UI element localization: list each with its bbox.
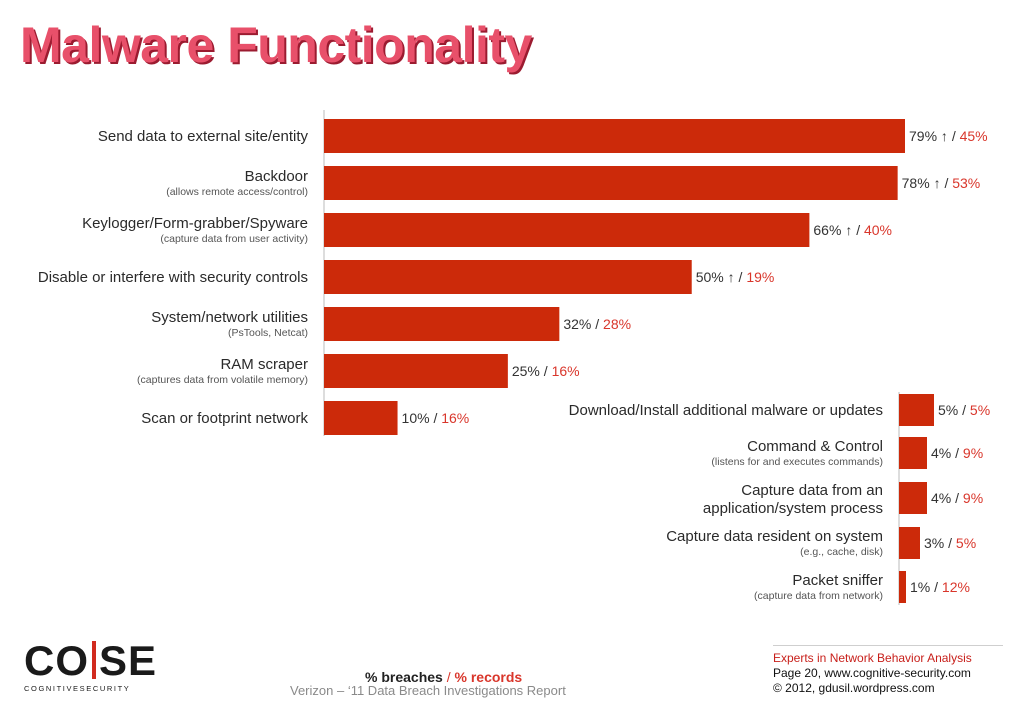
category-sublabel: (capture data from network)	[754, 590, 883, 602]
records-value: 5%	[970, 402, 990, 418]
bar	[899, 482, 927, 514]
breaches-value: 5%	[938, 402, 962, 418]
value-label: 79% ↑ / 45%	[909, 128, 988, 144]
value-label: 66% ↑ / 40%	[813, 222, 892, 238]
category-label: Scan or footprint network	[141, 410, 308, 427]
value-label: 3% / 5%	[924, 535, 976, 551]
value-label: 1% / 12%	[910, 579, 970, 595]
value-separator: /	[934, 579, 942, 595]
category-label: Download/Install additional malware or u…	[569, 402, 883, 419]
value-separator: /	[856, 222, 864, 238]
breaches-value: 79%	[909, 128, 941, 144]
chart-legend: % breaches / % records	[365, 669, 522, 685]
category-label: Backdoor	[245, 168, 308, 185]
value-label: 10% / 16%	[402, 410, 470, 426]
category-label: RAM scraper	[220, 356, 308, 373]
breaches-value: 25%	[512, 363, 544, 379]
footer-tagline: Experts in Network Behavior Analysis	[773, 651, 972, 665]
category-label: Capture data from an	[741, 482, 883, 499]
value-label: 5% / 5%	[938, 402, 990, 418]
legend-breaches: % breaches	[365, 669, 443, 685]
breaches-value: 3%	[924, 535, 948, 551]
value-separator: /	[952, 128, 960, 144]
value-separator: /	[433, 410, 441, 426]
value-separator: /	[955, 490, 963, 506]
bar	[899, 571, 906, 603]
records-value: 9%	[963, 490, 983, 506]
category-sublabel: (PsTools, Netcat)	[228, 327, 308, 339]
bar	[324, 166, 898, 200]
logo-tagline: COGNITIVESECURITY	[24, 684, 131, 693]
bar	[899, 437, 927, 469]
trend-marker: ↑	[934, 175, 945, 191]
value-separator: /	[962, 402, 970, 418]
records-value: 16%	[441, 410, 469, 426]
records-value: 5%	[956, 535, 976, 551]
value-label: 4% / 9%	[931, 490, 983, 506]
records-value: 45%	[960, 128, 988, 144]
breaches-value: 1%	[910, 579, 934, 595]
value-separator: /	[544, 363, 552, 379]
value-separator: /	[595, 316, 603, 332]
value-label: 32% / 28%	[563, 316, 631, 332]
bar	[899, 527, 920, 559]
category-sublabel: (e.g., cache, disk)	[800, 546, 883, 558]
records-value: 12%	[942, 579, 970, 595]
footer-copyright: © 2012, gdusil.wordpress.com	[773, 681, 935, 695]
legend-records: % records	[454, 669, 523, 685]
bar	[899, 394, 934, 426]
value-label: 78% ↑ / 53%	[902, 175, 981, 191]
breaches-value: 78%	[902, 175, 934, 191]
footer: Experts in Network Behavior Analysis Pag…	[773, 645, 1003, 696]
records-value: 9%	[963, 445, 983, 461]
trend-marker: ↑	[941, 128, 952, 144]
breaches-value: 4%	[931, 490, 955, 506]
breaches-value: 10%	[402, 410, 434, 426]
records-value: 53%	[952, 175, 980, 191]
category-label: Disable or interfere with security contr…	[38, 269, 308, 286]
value-label: 4% / 9%	[931, 445, 983, 461]
category-sublabel: (captures data from volatile memory)	[137, 374, 308, 386]
category-sublabel: (capture data from user activity)	[160, 233, 308, 245]
category-label: Keylogger/Form-grabber/Spyware	[82, 215, 308, 232]
value-separator: /	[739, 269, 747, 285]
bar	[324, 354, 508, 388]
category-sublabel: (allows remote access/control)	[166, 186, 308, 198]
value-separator: /	[955, 445, 963, 461]
breaches-value: 66%	[813, 222, 845, 238]
bar	[324, 119, 905, 153]
value-separator: /	[948, 535, 956, 551]
records-value: 40%	[864, 222, 892, 238]
source-citation: Verizon – ‘11 Data Breach Investigations…	[290, 683, 566, 698]
value-label: 25% / 16%	[512, 363, 580, 379]
category-label: Packet sniffer	[792, 572, 883, 589]
category-sublabel: (listens for and executes commands)	[711, 456, 883, 468]
bar	[324, 401, 398, 435]
category-label: Capture data resident on system	[666, 528, 883, 545]
bar	[324, 260, 692, 294]
cose-logo: CO SE COGNITIVESECURITY	[24, 637, 158, 694]
trend-marker: ↑	[728, 269, 739, 285]
malware-functionality-chart: Send data to external site/entity 79% ↑ /…	[38, 110, 990, 605]
legend-slash: /	[446, 669, 451, 685]
records-value: 28%	[603, 316, 631, 332]
category-label: System/network utilities	[151, 309, 308, 326]
category-label: Command & Control	[747, 438, 883, 455]
category-label: application/system process	[703, 500, 883, 517]
bar	[324, 213, 810, 247]
breaches-value: 4%	[931, 445, 955, 461]
breaches-value: 32%	[563, 316, 595, 332]
bar	[324, 307, 560, 341]
page-title: Malware Functionality	[20, 17, 532, 73]
breaches-value: 50%	[696, 269, 728, 285]
category-label: Send data to external site/entity	[98, 128, 309, 145]
value-label: 50% ↑ / 19%	[696, 269, 775, 285]
records-value: 19%	[746, 269, 774, 285]
trend-marker: ↑	[845, 222, 856, 238]
logo-wordmark: CO SE	[24, 637, 158, 684]
records-value: 16%	[552, 363, 580, 379]
footer-page: Page 20, www.cognitive-security.com	[773, 666, 971, 680]
value-separator: /	[944, 175, 952, 191]
